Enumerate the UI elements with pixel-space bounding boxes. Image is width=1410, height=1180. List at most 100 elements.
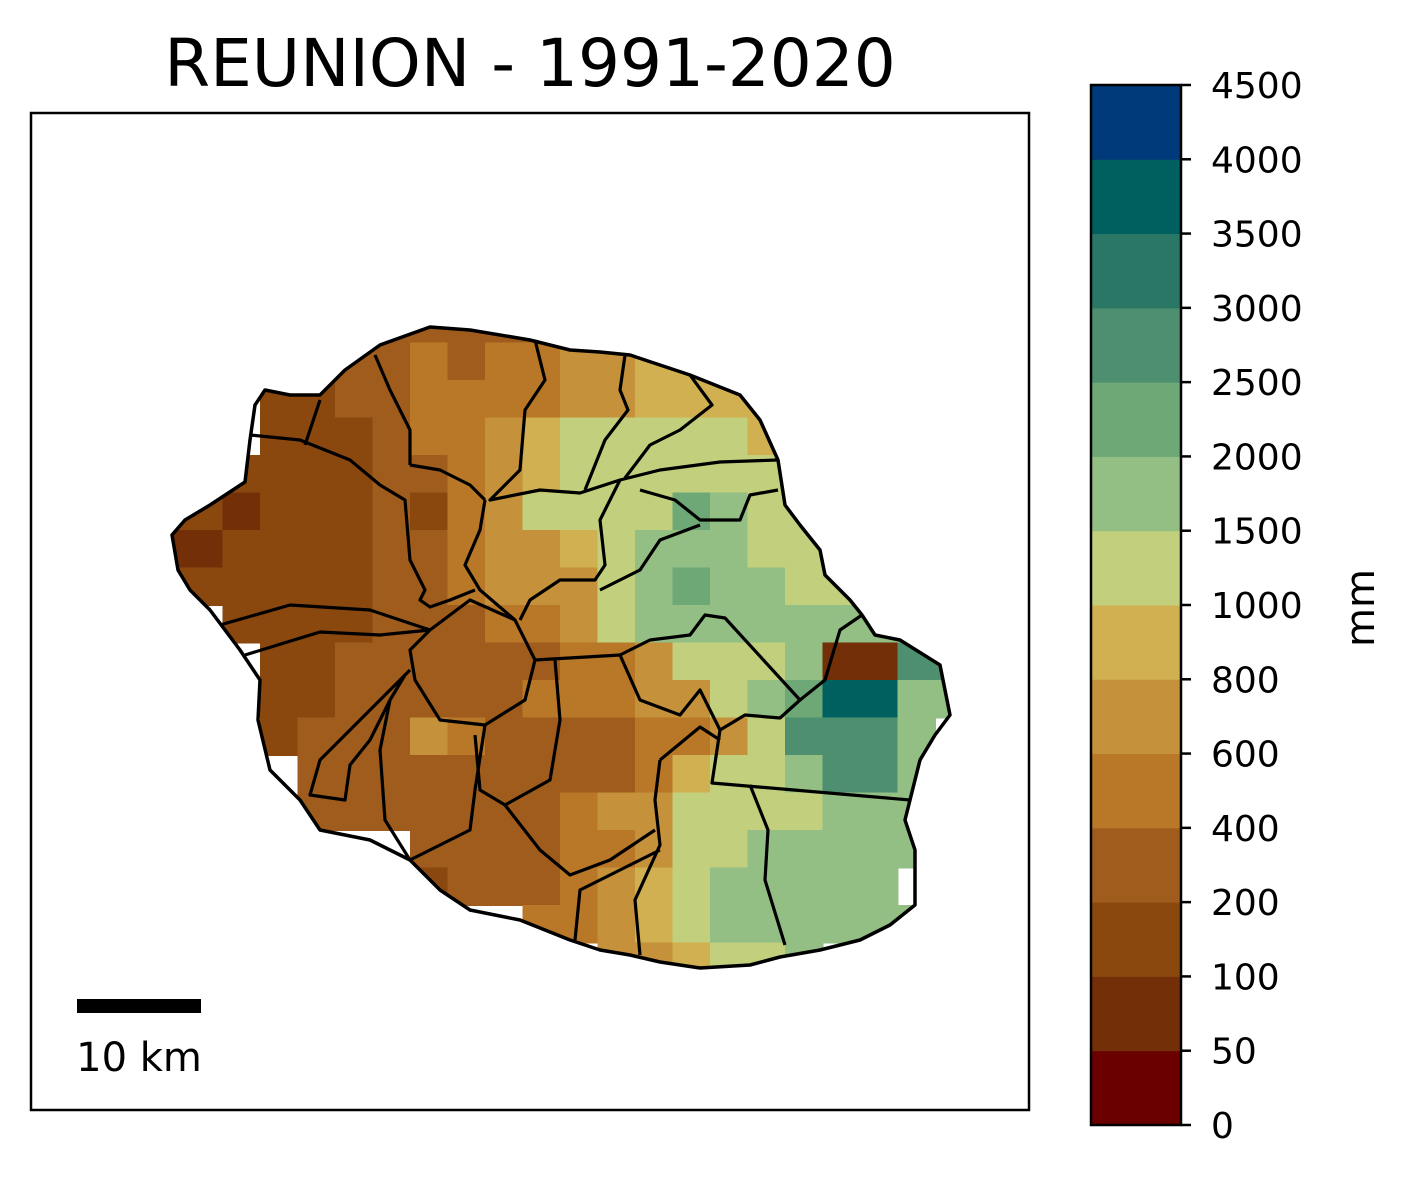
colorbar-segment bbox=[1091, 827, 1181, 903]
grid-cell bbox=[897, 680, 936, 719]
grid-cell bbox=[597, 380, 636, 419]
grid-cell bbox=[860, 867, 899, 906]
grid-cell bbox=[822, 717, 861, 756]
grid-cell bbox=[785, 755, 824, 794]
grid-cell bbox=[297, 642, 336, 681]
grid-cell bbox=[785, 792, 824, 831]
scale-bar-label: 10 km bbox=[76, 1035, 202, 1081]
grid-cell bbox=[672, 380, 711, 419]
grid-cell bbox=[372, 417, 411, 456]
grid-cell bbox=[260, 680, 299, 719]
grid-cell bbox=[485, 342, 524, 381]
grid-cell bbox=[260, 530, 299, 569]
commune-boundary bbox=[463, 499, 517, 622]
grid-cell bbox=[222, 492, 261, 531]
commune-boundary bbox=[639, 488, 779, 522]
grid-cell bbox=[372, 380, 411, 419]
colorbar-tick-label: 2000 bbox=[1211, 437, 1303, 478]
grid-cell bbox=[822, 867, 861, 906]
grid-cell bbox=[635, 830, 674, 869]
grid-cell bbox=[410, 717, 449, 756]
grid-cell bbox=[635, 755, 674, 794]
commune-boundary bbox=[573, 848, 661, 941]
grid-cell bbox=[335, 417, 374, 456]
grid-cell bbox=[672, 530, 711, 569]
grid-cell bbox=[597, 867, 636, 906]
grid-cell bbox=[635, 642, 674, 681]
colorbar-tick-label: 400 bbox=[1211, 809, 1280, 850]
grid-cell bbox=[297, 567, 336, 606]
grid-cell bbox=[560, 605, 599, 644]
commune-boundary bbox=[249, 433, 476, 609]
grid-cell bbox=[335, 567, 374, 606]
colorbar-segment bbox=[1091, 976, 1181, 1052]
grid-cell bbox=[672, 905, 711, 944]
colorbar-tick-label: 50 bbox=[1211, 1032, 1257, 1073]
grid-cell bbox=[597, 792, 636, 831]
grid-cell bbox=[372, 792, 411, 831]
grid-cell bbox=[860, 642, 899, 681]
grid-cell bbox=[560, 755, 599, 794]
grid-cell bbox=[447, 830, 486, 869]
grid-cell bbox=[410, 642, 449, 681]
grid-cell bbox=[410, 680, 449, 719]
grid-cell bbox=[822, 642, 861, 681]
grid-cell bbox=[710, 792, 749, 831]
grid-cell bbox=[635, 567, 674, 606]
grid-cell bbox=[297, 530, 336, 569]
colorbar-tick-label: 600 bbox=[1211, 735, 1280, 776]
grid-cell bbox=[410, 492, 449, 531]
grid-cell bbox=[522, 605, 561, 644]
grid-cell bbox=[672, 792, 711, 831]
commune-boundary bbox=[658, 725, 721, 762]
colorbar-tick-label: 4000 bbox=[1211, 140, 1303, 181]
grid-cell bbox=[485, 867, 524, 906]
grid-cell bbox=[410, 792, 449, 831]
grid-cell bbox=[747, 717, 786, 756]
grid-cell bbox=[860, 680, 899, 719]
colorbar-tick-label: 100 bbox=[1211, 957, 1280, 998]
commune-boundary bbox=[623, 374, 714, 479]
grid-cell bbox=[710, 867, 749, 906]
grid-cell bbox=[260, 567, 299, 606]
grid-cell bbox=[822, 830, 861, 869]
grid-cell bbox=[822, 605, 861, 644]
grid-cell bbox=[785, 567, 824, 606]
map-title: REUNION - 1991-2020 bbox=[164, 25, 896, 102]
commune-boundary bbox=[619, 613, 802, 702]
commune-boundary bbox=[409, 724, 487, 862]
grid-cell bbox=[485, 755, 524, 794]
grid-cell bbox=[672, 755, 711, 794]
grid-cell bbox=[335, 492, 374, 531]
grid-cell bbox=[447, 455, 486, 494]
grid-cell bbox=[447, 680, 486, 719]
colorbar-segment bbox=[1091, 605, 1181, 680]
grid-cell bbox=[747, 605, 786, 644]
grid-cell bbox=[672, 717, 711, 756]
grid-cell bbox=[522, 492, 561, 531]
grid-cell bbox=[560, 530, 599, 569]
commune-boundary bbox=[408, 598, 537, 727]
colorbar-label: mm bbox=[1338, 569, 1384, 647]
grid-cell bbox=[822, 905, 861, 944]
colorbar-tick-label: 3000 bbox=[1211, 289, 1303, 330]
grid-cell bbox=[485, 642, 524, 681]
grid-cell bbox=[522, 417, 561, 456]
grid-cell bbox=[372, 455, 411, 494]
grid-cell bbox=[447, 642, 486, 681]
grid-cell bbox=[560, 642, 599, 681]
grid-cell bbox=[635, 905, 674, 944]
grid-cell bbox=[822, 792, 861, 831]
colorbar-tick-label: 1000 bbox=[1211, 586, 1303, 627]
grid-cell bbox=[860, 717, 899, 756]
grid-cell bbox=[710, 567, 749, 606]
commune-boundary bbox=[503, 804, 656, 877]
grid-cell bbox=[860, 830, 899, 869]
grid-cell bbox=[785, 867, 824, 906]
grid-cell bbox=[747, 492, 786, 531]
grid-cell bbox=[672, 642, 711, 681]
colorbar-tick-label: 4500 bbox=[1211, 66, 1303, 107]
grid-cell bbox=[447, 792, 486, 831]
colorbar-tick-label: 200 bbox=[1211, 883, 1280, 924]
grid-cell bbox=[297, 455, 336, 494]
